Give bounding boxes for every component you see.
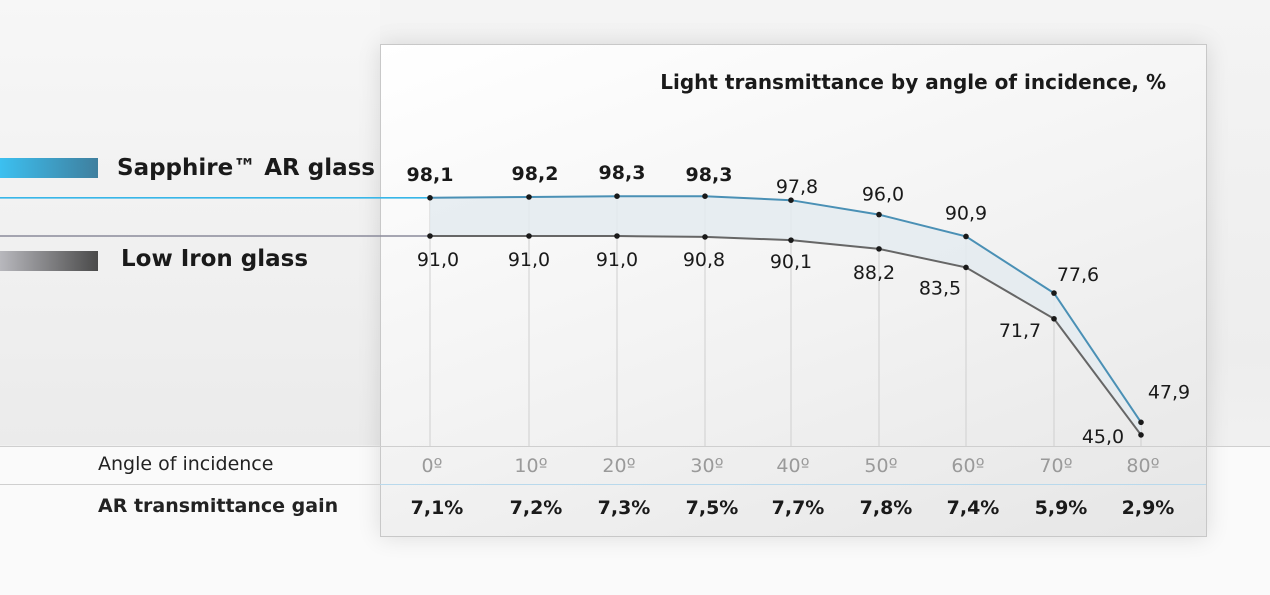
data-point-low: [526, 233, 532, 239]
data-label-ar: 77,6: [1057, 264, 1099, 286]
legend-swatch-ar: [0, 158, 98, 178]
data-point-low: [876, 246, 882, 252]
gain-value: 7,4%: [947, 497, 1000, 519]
legend-swatch-low: [0, 251, 98, 271]
data-label-ar: 98,2: [512, 163, 559, 185]
data-label-low: 91,0: [596, 249, 638, 271]
data-label-low: 91,0: [417, 249, 459, 271]
gain-band: [430, 196, 1141, 435]
data-label-ar: 98,3: [686, 164, 733, 186]
data-label-low: 90,8: [683, 249, 725, 271]
data-label-ar: 97,8: [776, 176, 818, 198]
gain-row-top-rule: [0, 484, 380, 485]
data-point-low: [963, 264, 969, 271]
x-tick-label: 80º: [1126, 455, 1159, 477]
gain-value: 7,2%: [510, 497, 563, 519]
axis-row-top-rule: [0, 446, 1270, 447]
data-point-ar: [963, 233, 969, 240]
data-point-ar: [1138, 419, 1144, 426]
data-label-ar: 47,9: [1148, 381, 1190, 403]
data-point-low: [1138, 432, 1144, 438]
x-tick-label: 70º: [1039, 455, 1072, 477]
data-label-ar: 96,0: [862, 184, 904, 206]
data-point-low: [427, 233, 433, 239]
legend-label-low: Low Iron glass: [121, 246, 309, 272]
data-point-ar: [526, 194, 532, 200]
gain-value: 2,9%: [1122, 497, 1175, 519]
x-tick-label: 30º: [690, 455, 723, 477]
gain-value: 7,5%: [686, 497, 739, 519]
gain-value: 5,9%: [1035, 497, 1088, 519]
data-label-low: 88,2: [853, 262, 895, 284]
x-tick-label: 60º: [951, 455, 984, 477]
x-tick-label: 50º: [864, 455, 897, 477]
gain-value: 7,1%: [411, 497, 464, 519]
chart-panel: [380, 44, 1207, 537]
data-label-ar: 98,1: [407, 164, 454, 186]
gain-row-label: AR transmittance gain: [98, 495, 339, 517]
data-label-low: 91,0: [508, 249, 550, 271]
data-label-low: 83,5: [919, 277, 961, 299]
chart-title: Light transmittance by angle of incidenc…: [660, 70, 1166, 94]
x-tick-label: 10º: [514, 455, 547, 477]
x-tick-label: 20º: [602, 455, 635, 477]
data-point-ar: [427, 195, 433, 201]
data-label-low: 45,0: [1082, 426, 1124, 448]
gain-value: 7,8%: [860, 497, 913, 519]
angle-row-label: Angle of incidence: [98, 453, 274, 475]
data-point-low: [614, 233, 620, 239]
data-label-ar: 98,3: [599, 162, 646, 184]
data-label-low: 90,1: [770, 251, 812, 273]
x-tick-label: 40º: [776, 455, 809, 477]
data-point-ar: [614, 193, 620, 199]
data-point-ar: [1051, 290, 1057, 296]
data-label-ar: 90,9: [945, 202, 987, 224]
left-background: [0, 0, 380, 445]
x-tick-label: 0º: [421, 455, 442, 477]
data-point-ar: [876, 211, 882, 218]
gain-value: 7,3%: [598, 497, 651, 519]
gain-value: 7,7%: [772, 497, 825, 519]
data-point-low: [788, 237, 794, 243]
legend-label-ar: Sapphire™ AR glass: [117, 155, 375, 181]
data-point-low: [702, 234, 708, 240]
data-point-ar: [702, 193, 708, 199]
data-point-ar: [788, 197, 794, 203]
data-point-low: [1051, 315, 1057, 322]
data-label-low: 71,7: [999, 320, 1041, 342]
gain-row-blue-rule: [380, 484, 1206, 485]
